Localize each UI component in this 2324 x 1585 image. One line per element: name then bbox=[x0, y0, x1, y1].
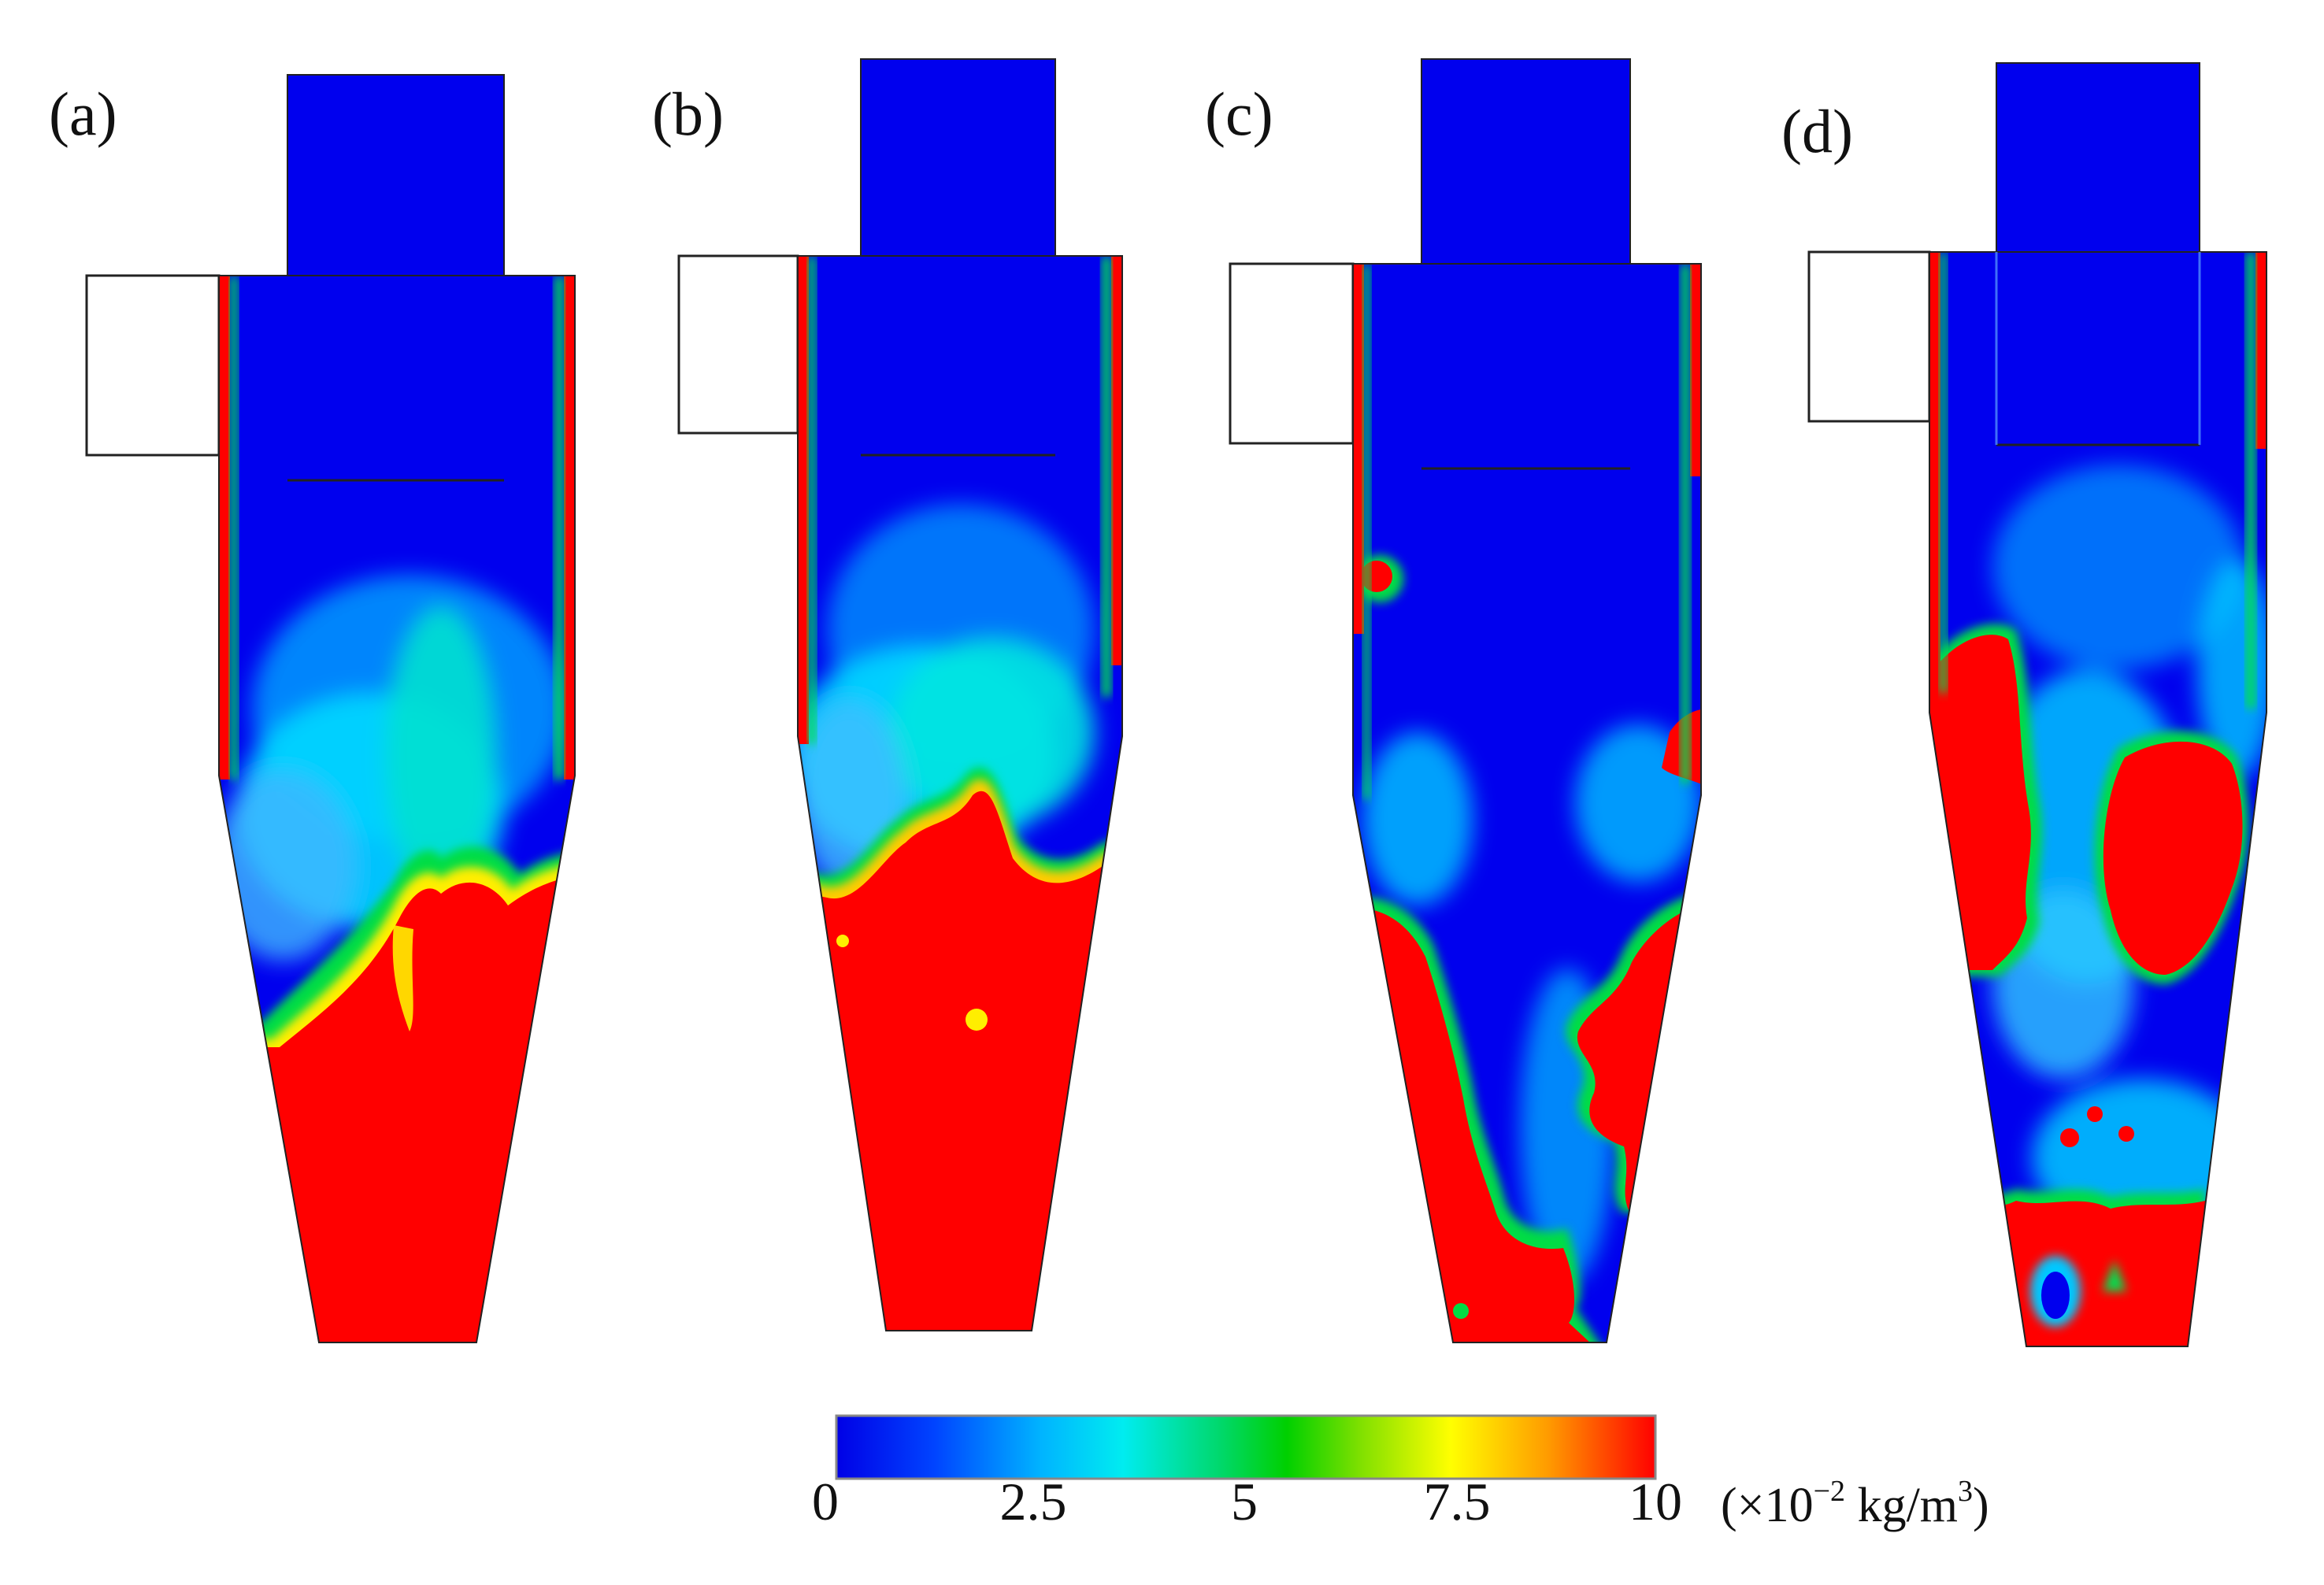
contour-b bbox=[798, 59, 1122, 1331]
inlet-duct-b bbox=[677, 254, 799, 435]
unit-mid: kg/m bbox=[1845, 1479, 1959, 1532]
cyclone-outline-c bbox=[1352, 58, 1702, 1343]
inlet-duct-a bbox=[85, 274, 221, 457]
colorbar-gradient bbox=[835, 1414, 1657, 1480]
colorbar-tick-3: 7.5 bbox=[1423, 1472, 1491, 1531]
unit-suffix: ) bbox=[1973, 1479, 1989, 1532]
colorbar-tick-4: 10 bbox=[1629, 1472, 1682, 1531]
panel-label-a: (a) bbox=[49, 80, 117, 148]
contour-d bbox=[1929, 63, 2267, 1346]
colorbar bbox=[835, 1414, 1657, 1480]
colorbar-tick-0: 0 bbox=[812, 1472, 839, 1531]
inlet-duct-d bbox=[1807, 250, 1931, 423]
panel-label-c: (c) bbox=[1205, 80, 1273, 148]
colorbar-unit: (×10−2 kg/m3) bbox=[1721, 1474, 1989, 1534]
unit-prefix: (×10 bbox=[1721, 1479, 1814, 1532]
panel-c bbox=[1229, 58, 1702, 1343]
cyclone-outline-d bbox=[1929, 62, 2267, 1347]
colorbar-tick-2: 5 bbox=[1231, 1472, 1258, 1531]
contour-a bbox=[219, 75, 575, 1342]
panel-label-d: (d) bbox=[1781, 97, 1853, 165]
cyclone-outline-b bbox=[797, 58, 1123, 1331]
unit-exponent: −2 bbox=[1813, 1475, 1846, 1508]
cyclone-outline-a bbox=[218, 74, 576, 1343]
panel-d bbox=[1807, 62, 2267, 1347]
panel-a bbox=[85, 74, 576, 1343]
panel-b bbox=[677, 58, 1123, 1331]
colorbar-tick-1: 2.5 bbox=[999, 1472, 1067, 1531]
contour-c bbox=[1353, 59, 1701, 1342]
unit-power: 3 bbox=[1958, 1475, 1974, 1508]
panel-label-b: (b) bbox=[652, 80, 724, 148]
inlet-duct-c bbox=[1229, 262, 1355, 445]
